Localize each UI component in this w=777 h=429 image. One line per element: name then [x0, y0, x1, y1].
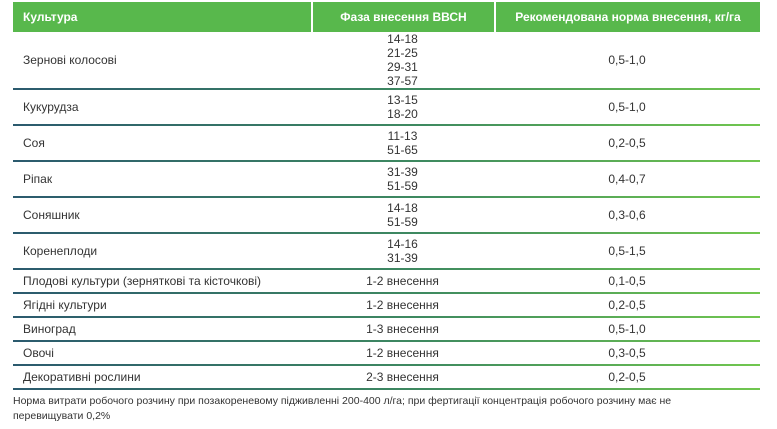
bbch-phase-cell: 11-13 51-65 — [387, 129, 418, 157]
table-row: Декоративні рослини 2-3 внесення 0,2-0,5 — [13, 366, 760, 388]
bbch-phase-cell: 1-3 внесення — [366, 322, 439, 336]
crop-cell: Овочі — [23, 346, 54, 360]
crop-cell: Зернові колосові — [23, 53, 117, 67]
rate-cell: 0,2-0,5 — [608, 370, 646, 384]
rate-cell: 0,3-0,6 — [608, 208, 646, 222]
row-separator — [13, 364, 760, 366]
crop-cell: Плодові культури (зерняткові та кісточко… — [23, 274, 262, 288]
row-separator — [13, 268, 760, 270]
bbch-phase-cell: 14-18 21-25 29-31 37-57 — [387, 32, 418, 88]
table-row: Кукурудза 13-15 18-20 0,5-1,0 — [13, 90, 760, 124]
crop-cell: Коренеплоди — [23, 244, 98, 258]
crop-cell: Виноград — [23, 322, 76, 336]
rate-cell: 0,1-0,5 — [608, 274, 646, 288]
header-cell-crop: Культура — [23, 9, 78, 24]
table-header-row: Культура Фаза внесення ВВСН Рекомендован… — [13, 2, 760, 32]
bbch-phase-cell: 1-2 внесення — [366, 346, 439, 360]
row-separator — [13, 88, 760, 90]
crop-cell: Соняшник — [23, 208, 80, 222]
crop-application-table: Культура Фаза внесення ВВСН Рекомендован… — [13, 2, 760, 390]
rate-cell: 0,5-1,0 — [608, 100, 646, 114]
rate-cell: 0,4-0,7 — [608, 172, 646, 186]
crop-cell: Ріпак — [23, 172, 53, 186]
table-row: Овочі 1-2 внесення 0,3-0,5 — [13, 342, 760, 364]
rate-cell: 0,5-1,5 — [608, 244, 646, 258]
crop-cell: Ягідні культури — [23, 298, 107, 312]
crop-cell: Кукурудза — [23, 100, 79, 114]
table-row: Коренеплоди 14-16 31-39 0,5-1,5 — [13, 234, 760, 268]
header-cell-bbch-phase: Фаза внесення ВВСН — [311, 2, 494, 32]
crop-cell: Декоративні рослини — [23, 370, 141, 384]
rate-cell: 0,5-1,0 — [608, 53, 646, 67]
bbch-phase-cell: 1-2 внесення — [366, 274, 439, 288]
header-cell-rate: Рекомендована норма внесення, кг/га — [494, 2, 760, 32]
row-separator — [13, 316, 760, 318]
bbch-phase-cell: 2-3 внесення — [366, 370, 439, 384]
table-row: Плодові культури (зерняткові та кісточко… — [13, 270, 760, 292]
table-row: Соняшник 14-18 51-59 0,3-0,6 — [13, 198, 760, 232]
bbch-phase-cell: 1-2 внесення — [366, 298, 439, 312]
row-separator — [13, 160, 760, 162]
table-row: Ріпак 31-39 51-59 0,4-0,7 — [13, 162, 760, 196]
bbch-phase-cell: 14-18 51-59 — [387, 201, 418, 229]
table-row: Зернові колосові 14-18 21-25 29-31 37-57… — [13, 32, 760, 88]
table-row: Ягідні культури 1-2 внесення 0,2-0,5 — [13, 294, 760, 316]
row-separator — [13, 388, 760, 390]
bbch-phase-cell: 14-16 31-39 — [387, 237, 418, 265]
table-row: Соя 11-13 51-65 0,2-0,5 — [13, 126, 760, 160]
rate-cell: 0,2-0,5 — [608, 136, 646, 150]
rate-cell: 0,5-1,0 — [608, 322, 646, 336]
crop-cell: Соя — [23, 136, 45, 150]
row-separator — [13, 232, 760, 234]
row-separator — [13, 196, 760, 198]
table-row: Виноград 1-3 внесення 0,5-1,0 — [13, 318, 760, 340]
rate-cell: 0,3-0,5 — [608, 346, 646, 360]
row-separator — [13, 124, 760, 126]
row-separator — [13, 340, 760, 342]
rate-cell: 0,2-0,5 — [608, 298, 646, 312]
footnote-text: Норма витрати робочого розчину при позак… — [13, 395, 672, 423]
row-separator — [13, 292, 760, 294]
bbch-phase-cell: 13-15 18-20 — [387, 93, 418, 121]
bbch-phase-cell: 31-39 51-59 — [387, 165, 418, 193]
